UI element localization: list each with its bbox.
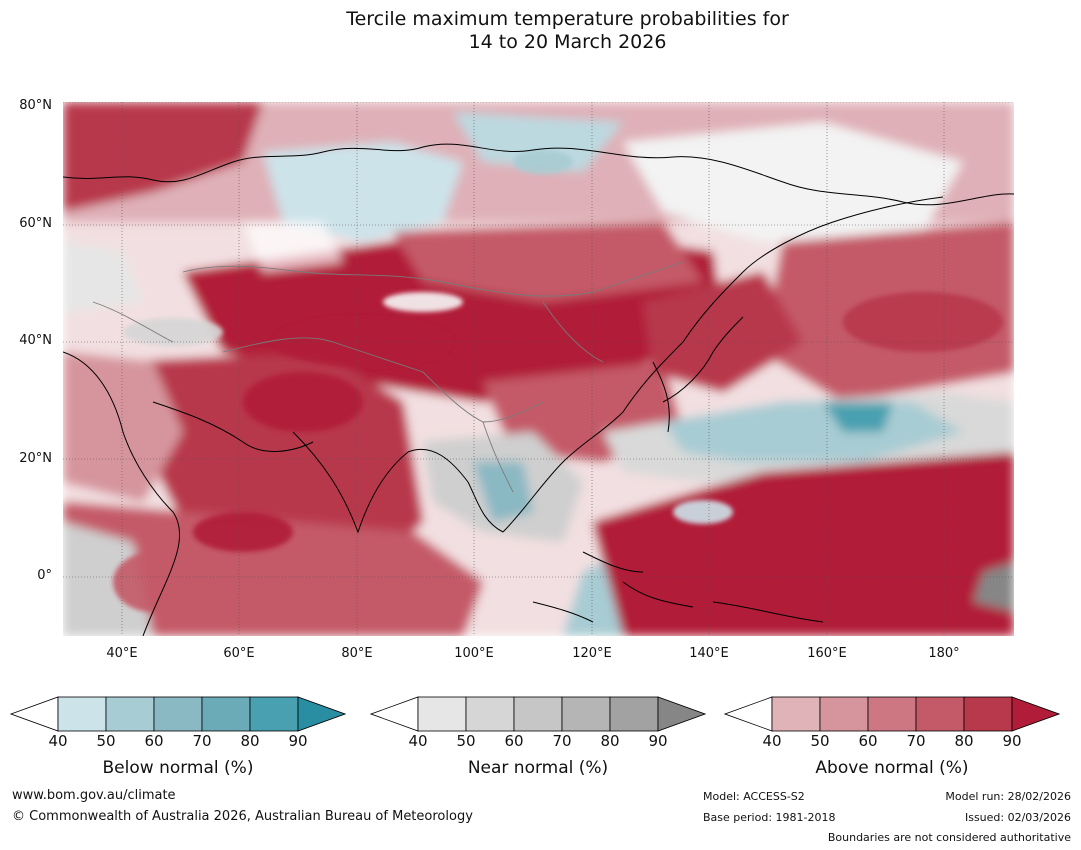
colorbar-above-tick-90: 90 — [1002, 732, 1022, 750]
colorbar-near-segment — [513, 696, 563, 732]
colorbar-below-extend-high — [297, 696, 346, 732]
colorbar-near-segment — [465, 696, 515, 732]
lon-label-120e: 120°E — [572, 646, 612, 661]
issued-date: Issued: 02/03/2026 — [964, 811, 1071, 824]
lon-label-40e: 40°E — [106, 646, 138, 661]
colorbar-above-segment — [867, 696, 917, 732]
colorbar-near-tick-60: 60 — [504, 732, 524, 750]
map-gridlines — [63, 102, 1014, 636]
colorbar-below-segment — [249, 696, 299, 732]
colorbar-below-segment — [57, 696, 107, 732]
model-name: Model: ACCESS-S2 — [703, 790, 805, 803]
map-canvas — [63, 102, 1014, 636]
colorbar-below-tick-60: 60 — [144, 732, 164, 750]
colorbar-above-extend-high — [1011, 696, 1060, 732]
title-line-1: Tercile maximum temperature probabilitie… — [346, 8, 789, 30]
colorbar-above-segment — [915, 696, 965, 732]
chart-title: Tercile maximum temperature probabilitie… — [0, 8, 1081, 54]
lat-label-80n: 80°N — [19, 98, 52, 113]
colorbar-below-segment — [153, 696, 203, 732]
colorbar-near-segment — [417, 696, 467, 732]
colorbar-near-tick-50: 50 — [456, 732, 476, 750]
lat-label-60n: 60°N — [19, 216, 52, 231]
colorbar-below-normal: 40 50 60 70 80 90 Below normal (%) — [10, 696, 346, 796]
colorbar-above-segment — [819, 696, 869, 732]
colorbar-below-tick-40: 40 — [48, 732, 68, 750]
colorbar-below-extend-low — [10, 696, 59, 732]
colorbar-near-tick-90: 90 — [648, 732, 668, 750]
lon-label-140e: 140°E — [689, 646, 729, 661]
colorbar-above-segment — [963, 696, 1013, 732]
colorbar-above-tick-40: 40 — [762, 732, 782, 750]
colorbar-near-extend-high — [657, 696, 706, 732]
lat-label-20n: 20°N — [19, 451, 52, 466]
copyright-notice: © Commonwealth of Australia 2026, Austra… — [12, 809, 473, 824]
colorbar-above-tick-80: 80 — [954, 732, 974, 750]
colorbar-near-label: Near normal (%) — [467, 758, 609, 778]
base-period: Base period: 1981-2018 — [703, 811, 836, 824]
colorbar-below-segment — [201, 696, 251, 732]
model-run: Model run: 28/02/2026 — [945, 790, 1071, 803]
probability-map — [63, 102, 1014, 636]
colorbar-near-tick-40: 40 — [408, 732, 428, 750]
colorbar-above-tick-70: 70 — [906, 732, 926, 750]
lon-label-100e: 100°E — [454, 646, 494, 661]
colorbar-near-extend-low — [370, 696, 419, 732]
boundaries-disclaimer: Boundaries are not considered authoritat… — [827, 831, 1071, 844]
colorbar-below-tick-90: 90 — [288, 732, 308, 750]
colorbar-above-segment — [771, 696, 821, 732]
colorbar-near-tick-70: 70 — [552, 732, 572, 750]
colorbar-above-normal: 40 50 60 70 80 90 Above normal (%) — [724, 696, 1060, 796]
colorbar-below-tick-50: 50 — [96, 732, 116, 750]
colorbar-near-tick-80: 80 — [600, 732, 620, 750]
colorbar-below-tick-80: 80 — [240, 732, 260, 750]
probability-field — [63, 102, 1014, 636]
colorbar-above-tick-60: 60 — [858, 732, 878, 750]
lon-label-180: 180° — [928, 646, 960, 661]
website-link[interactable]: www.bom.gov.au/climate — [12, 788, 176, 803]
colorbar-below-segment — [105, 696, 155, 732]
lon-label-160e: 160°E — [807, 646, 847, 661]
colorbar-above-extend-low — [724, 696, 773, 732]
colorbar-near-normal: 40 50 60 70 80 90 Near normal (%) — [370, 696, 706, 796]
colorbar-near-segment — [609, 696, 659, 732]
colorbar-below-label: Below normal (%) — [102, 758, 254, 778]
colorbar-above-label: Above normal (%) — [815, 758, 969, 778]
lon-label-60e: 60°E — [223, 646, 255, 661]
country-boundaries — [92, 261, 684, 493]
lon-label-80e: 80°E — [341, 646, 373, 661]
coastlines — [63, 143, 1014, 636]
lat-label-0: 0° — [37, 568, 52, 583]
colorbar-near-segment — [561, 696, 611, 732]
lat-label-40n: 40°N — [19, 333, 52, 348]
title-line-2: 14 to 20 March 2026 — [468, 31, 667, 53]
colorbar-below-tick-70: 70 — [192, 732, 212, 750]
colorbar-above-tick-50: 50 — [810, 732, 830, 750]
